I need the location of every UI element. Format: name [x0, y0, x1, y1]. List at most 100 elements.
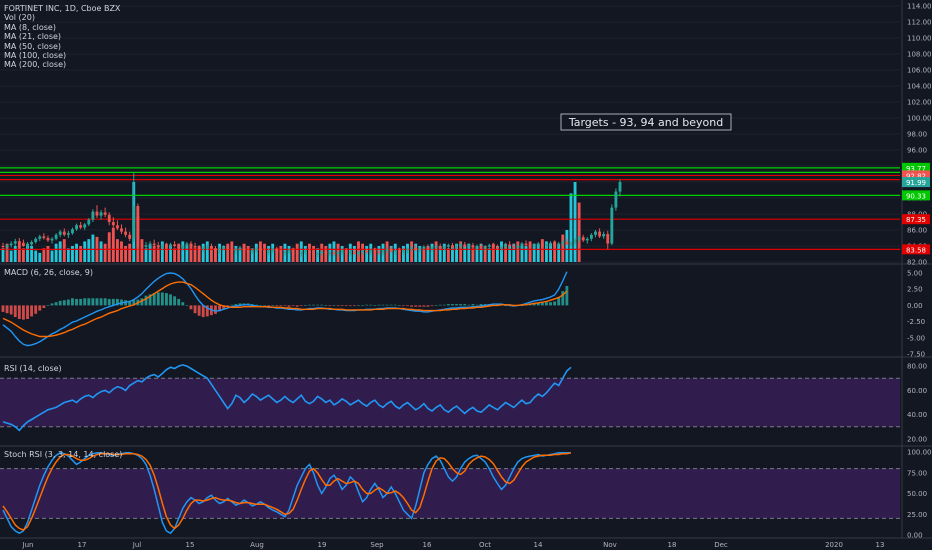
candle-body [397, 250, 401, 253]
macd-histogram-bar [418, 305, 422, 307]
volume-bar [115, 239, 119, 262]
symbol-title[interactable]: FORTINET INC, 1D, Cboe BZX [4, 4, 121, 13]
rsi-tick-label: 20.00 [907, 435, 927, 443]
candle-body [561, 242, 565, 244]
candle-body [520, 243, 524, 246]
macd-histogram-bar [46, 305, 50, 306]
volume-bar [242, 243, 246, 262]
macd-histogram-bar [107, 298, 111, 306]
candle-body [504, 244, 508, 247]
candle-body [516, 246, 520, 248]
stoch-tick-label: 100.00 [907, 449, 932, 457]
macd-histogram-bar [83, 298, 87, 306]
stoch-tick-label: 25.00 [907, 511, 927, 519]
time-axis-label: 16 [423, 541, 432, 549]
candle-body [573, 239, 577, 243]
candle-body [614, 191, 618, 208]
macd-histogram-bar [406, 305, 409, 307]
macd-histogram-bar [565, 285, 569, 306]
macd-histogram-bar [275, 305, 279, 307]
stoch-tick-label: 50.00 [907, 490, 927, 498]
rsi-line [2, 364, 572, 432]
candle-body [295, 252, 299, 254]
price-badge-label: 92.82 [906, 172, 926, 180]
candle-body [471, 245, 475, 248]
time-axis-label: 15 [186, 541, 195, 549]
volume-bar [26, 243, 29, 262]
candle-body [377, 251, 381, 254]
candle-body [495, 246, 499, 249]
volume-bar [1, 248, 5, 262]
macd-histogram-bar [54, 302, 58, 306]
candle-body [66, 233, 70, 235]
macd-histogram-bar [99, 298, 103, 306]
candle-body [352, 251, 356, 254]
volume-bar [201, 243, 205, 262]
candle-body [234, 249, 238, 251]
chart-legend: FORTINET INC, 1D, Cboe BZX Vol (20) MA (… [4, 4, 120, 70]
volume-bar [177, 243, 181, 262]
legend-ma-21[interactable]: MA (21, close) [4, 32, 62, 42]
legend-ma-100[interactable]: MA (100, close) [4, 51, 67, 61]
volume-bar [491, 243, 495, 262]
macd-histogram-bar [9, 305, 13, 315]
macd-histogram-bar [536, 302, 540, 306]
annotation-text[interactable]: Targets - 93, 94 and beyond [568, 116, 723, 129]
candle-body [103, 212, 107, 215]
macd-histogram-bar [426, 305, 430, 307]
candle-body [30, 242, 34, 245]
macd-histogram-bar [87, 298, 91, 306]
rsi-label[interactable]: RSI (14, close) [4, 364, 62, 373]
legend-ma-200[interactable]: MA (200, close) [4, 60, 67, 70]
time-axis-label: Oct [479, 541, 491, 549]
macd-histogram-bar [365, 304, 369, 306]
volume-bar [156, 248, 160, 262]
volume-bar [426, 246, 430, 262]
macd-histogram-bar [340, 305, 344, 307]
macd-histogram-bar [459, 304, 463, 306]
candle-body [565, 242, 569, 245]
volume-bar [459, 241, 463, 262]
macd-histogram-bar [173, 296, 177, 306]
macd-histogram-bar [373, 305, 377, 306]
macd-histogram-bar [561, 291, 565, 306]
macd-histogram-bar [263, 305, 266, 306]
macd-histogram-bar [553, 301, 557, 306]
legend-volume[interactable]: Vol (20) [4, 13, 35, 23]
volume-bar [54, 243, 58, 262]
volume-bar [479, 243, 483, 262]
volume-bar [545, 241, 548, 262]
candle-body [508, 244, 512, 246]
volume-bar [500, 241, 503, 262]
macd-histogram-bar [193, 305, 197, 314]
stoch-rsi-label[interactable]: Stoch RSI (3, 3, 14, 14, close) [4, 450, 123, 459]
candle-body [594, 231, 597, 235]
stoch-d-line [2, 452, 572, 531]
volume-bar [418, 246, 422, 262]
macd-label[interactable]: MACD (6, 26, close, 9) [4, 268, 93, 277]
volume-bar [414, 243, 418, 262]
candle-body [336, 252, 340, 254]
volume-bar [87, 239, 91, 262]
candle-body [189, 243, 193, 246]
legend-ma-8[interactable]: MA (8, close) [4, 22, 56, 32]
candle-body [344, 250, 348, 254]
volume-bar [214, 248, 217, 262]
volume-bar [50, 250, 54, 262]
candle-body [545, 244, 548, 246]
macd-histogram-bar [13, 305, 17, 318]
macd-histogram-bar [336, 305, 340, 307]
macd-histogram-bar [430, 305, 434, 307]
macd-histogram-bar [279, 305, 283, 307]
candle-body [54, 234, 58, 239]
price-tick-label: 98.00 [907, 131, 927, 139]
legend-ma-50[interactable]: MA (50, close) [4, 41, 62, 51]
macd-histogram-bar [148, 294, 152, 306]
volume-bar [446, 248, 450, 262]
candle-body [291, 250, 295, 253]
price-badge [902, 162, 930, 173]
volume-bar [128, 243, 132, 262]
price-badge [902, 190, 930, 201]
annotation-frame[interactable] [560, 113, 732, 131]
volume-bar [524, 246, 528, 262]
